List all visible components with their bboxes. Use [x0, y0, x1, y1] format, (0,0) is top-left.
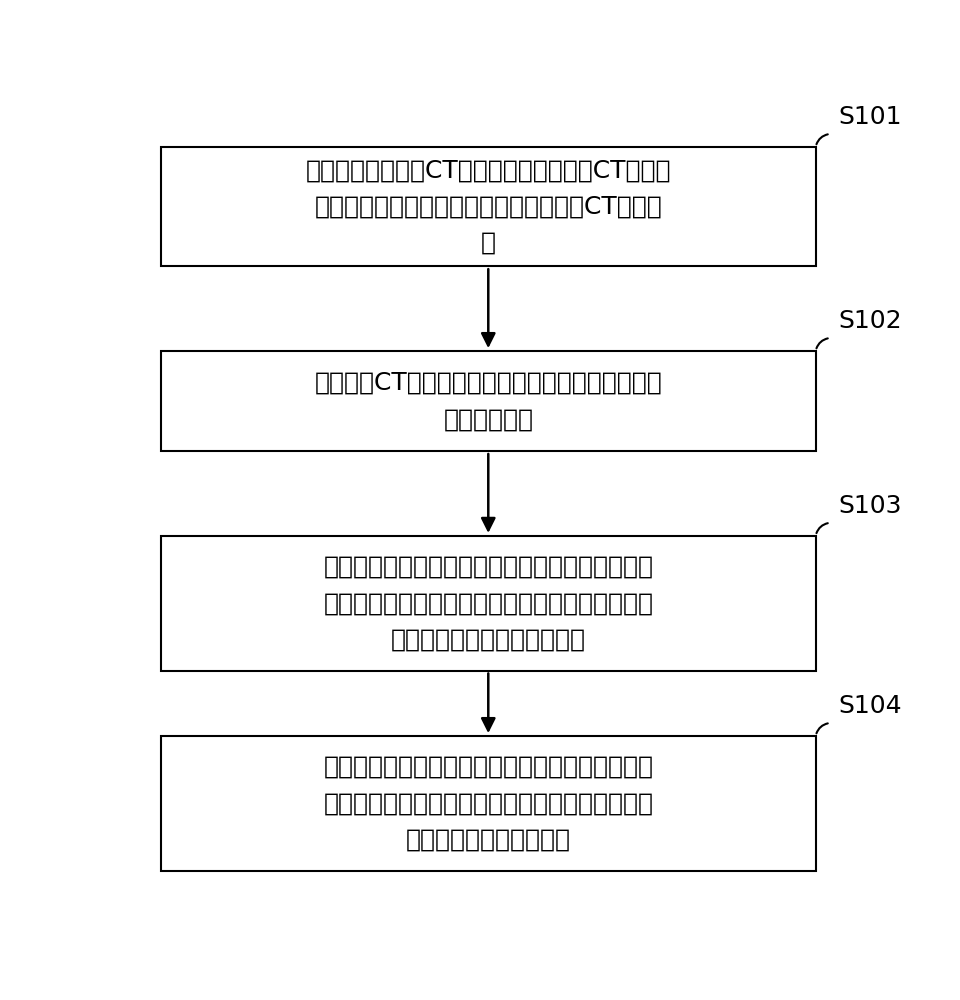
Text: S102: S102: [838, 309, 901, 333]
Text: S103: S103: [838, 494, 901, 518]
Bar: [161, 736, 816, 871]
Bar: [161, 536, 816, 671]
Bar: [161, 147, 816, 266]
Text: 基于多张所述分割图像构建三维形式的脑部模型，
并根据所述脑部模型进行计算，得到梗死核心区域
以及缺血半暗区域的体积: 基于多张所述分割图像构建三维形式的脑部模型， 并根据所述脑部模型进行计算，得到梗…: [324, 755, 653, 852]
Text: 根据所述CT灌注成像数据进行计算，得到对应的多
通道图像数据: 根据所述CT灌注成像数据进行计算，得到对应的多 通道图像数据: [315, 371, 662, 431]
Bar: [161, 351, 816, 451]
Text: S104: S104: [838, 694, 901, 718]
Text: 将所述多通道图像数据输入训练好的深度学习网络
，得到对应的多张分割图像，所述分割图像包括梗
死核心区域以及缺血半暗区域: 将所述多通道图像数据输入训练好的深度学习网络 ，得到对应的多张分割图像，所述分割…: [324, 555, 653, 652]
Text: 获取与脑部相关的CT灌注成像数据，所述CT灌注成
像数据为以扫描时间顺序进行排列的多张CT灌注图
像: 获取与脑部相关的CT灌注成像数据，所述CT灌注成 像数据为以扫描时间顺序进行排列…: [305, 158, 671, 255]
Text: S101: S101: [838, 105, 901, 129]
